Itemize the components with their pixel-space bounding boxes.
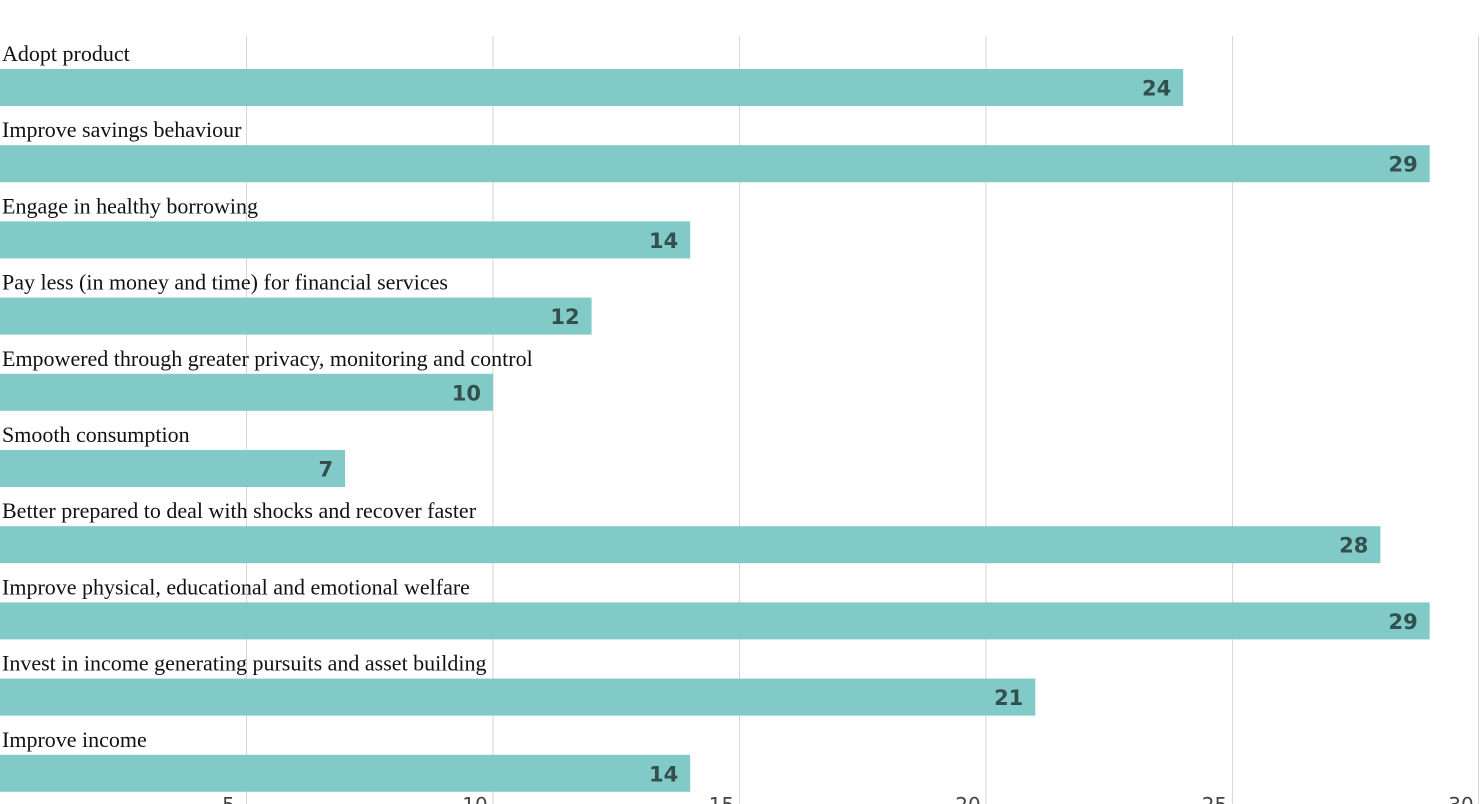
- x-tick-label: 15: [709, 793, 734, 804]
- value-label: 29: [1388, 153, 1417, 177]
- bar: [0, 450, 346, 487]
- bar: [0, 69, 1184, 106]
- category-label: Empowered through greater privacy, monit…: [2, 346, 533, 371]
- value-label: 24: [1142, 77, 1171, 101]
- bar: [0, 678, 1036, 716]
- x-tick-label: 20: [955, 793, 980, 804]
- value-label: 7: [318, 458, 333, 482]
- bar: [0, 602, 1430, 640]
- bars: Adopt product 24 Improve savings behaviour…: [0, 41, 1430, 792]
- bar: [0, 373, 493, 411]
- category-label: Improve savings behaviour: [2, 117, 242, 142]
- x-axis-ticks: 5 10 15 20 25 30: [222, 793, 1474, 804]
- value-label: 14: [649, 762, 678, 786]
- value-label: 10: [452, 381, 481, 405]
- bar: [0, 297, 592, 335]
- category-label: Improve income: [2, 727, 147, 752]
- x-tick-label: 5: [222, 793, 235, 804]
- x-tick-label: 30: [1448, 793, 1473, 804]
- category-label: Engage in healthy borrowing: [2, 193, 258, 218]
- category-label: Adopt product: [2, 41, 130, 66]
- category-label: Better prepared to deal with shocks and …: [2, 498, 477, 523]
- bar: [0, 526, 1381, 564]
- category-label: Improve physical, educational and emotio…: [2, 574, 470, 599]
- bar: [0, 145, 1430, 183]
- value-label: 14: [649, 229, 678, 253]
- category-label: Invest in income generating pursuits and…: [2, 651, 487, 676]
- value-label: 28: [1339, 534, 1368, 558]
- category-label: Smooth consumption: [2, 422, 190, 447]
- category-label: Pay less (in money and time) for financi…: [2, 270, 448, 295]
- value-label: 21: [994, 686, 1023, 710]
- bar: [0, 221, 691, 259]
- x-tick-label: 25: [1202, 793, 1227, 804]
- value-label: 29: [1388, 610, 1417, 634]
- value-label: 12: [550, 305, 579, 329]
- x-tick-label: 10: [462, 793, 487, 804]
- bar: [0, 754, 691, 792]
